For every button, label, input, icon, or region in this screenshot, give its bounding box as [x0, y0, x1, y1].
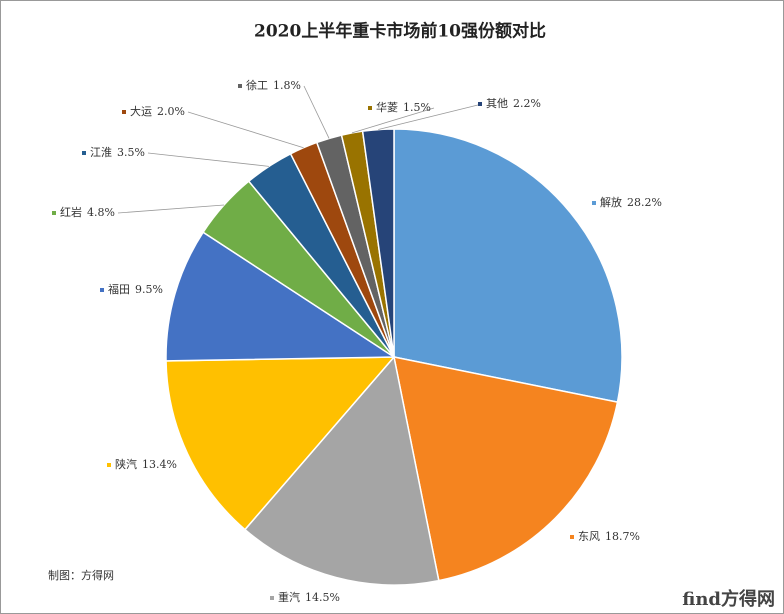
logo: find方得网: [682, 588, 775, 610]
data-label: 江淮 3.5%: [90, 146, 145, 159]
label-marker: [270, 596, 274, 600]
label-marker: [107, 463, 111, 467]
value-label: 9.5%: [135, 283, 163, 296]
source-note: 制图：方得网: [48, 568, 114, 582]
leader-line: [378, 103, 483, 130]
value-label: 14.5%: [305, 591, 340, 604]
data-label: 福田 9.5%: [108, 282, 163, 296]
value-label: 13.4%: [142, 458, 177, 471]
category-label: 重汽: [278, 590, 300, 604]
data-label: 东风 18.7%: [578, 530, 640, 543]
value-label: 18.7%: [605, 530, 640, 543]
data-label: 红岩 4.8%: [60, 205, 115, 219]
data-label: 大运 2.0%: [130, 104, 185, 118]
pie-slice: [393, 128, 623, 404]
label-marker: [478, 102, 482, 106]
leader-line: [147, 152, 269, 167]
category-label: 华菱: [376, 100, 398, 114]
data-label: 重汽 14.5%: [278, 590, 340, 604]
category-label: 其他: [486, 97, 508, 110]
data-label: 华菱 1.5%: [376, 100, 431, 114]
value-label: 4.8%: [87, 206, 115, 219]
category-label: 徐工: [246, 78, 268, 92]
category-label: 江淮: [90, 146, 112, 159]
pie-slice: [393, 356, 619, 582]
category-label: 解放: [600, 195, 622, 209]
data-label: 其他 2.2%: [486, 97, 541, 110]
data-label: 解放 28.2%: [600, 195, 662, 209]
value-label: 1.8%: [273, 79, 301, 92]
label-marker: [368, 106, 372, 110]
value-label: 28.2%: [627, 196, 662, 209]
pie-slice: [165, 231, 397, 362]
data-label: 徐工 1.8%: [246, 78, 301, 92]
label-marker: [100, 288, 104, 292]
value-label: 1.5%: [403, 101, 431, 114]
category-label: 大运: [130, 104, 152, 118]
category-label: 东风: [578, 530, 600, 543]
category-label: 陕汽: [115, 457, 137, 471]
label-marker: [122, 110, 126, 114]
value-label: 2.2%: [513, 97, 541, 110]
label-marker: [570, 535, 574, 539]
chart-title: 2020上半年重卡市场前10强份额对比: [254, 21, 546, 42]
label-marker: [592, 201, 596, 205]
value-label: 3.5%: [117, 146, 145, 159]
value-label: 2.0%: [157, 105, 185, 118]
data-label: 陕汽 13.4%: [115, 457, 177, 471]
leader-line: [303, 85, 330, 139]
category-label: 福田: [108, 282, 130, 296]
leader-line: [187, 111, 304, 149]
leader-line: [351, 107, 435, 134]
leader-line: [117, 204, 225, 214]
label-marker: [52, 211, 56, 215]
label-marker: [82, 151, 86, 155]
label-marker: [238, 84, 242, 88]
pie-slice: [243, 355, 440, 586]
pie-slice: [165, 356, 396, 531]
category-label: 红岩: [60, 205, 82, 219]
